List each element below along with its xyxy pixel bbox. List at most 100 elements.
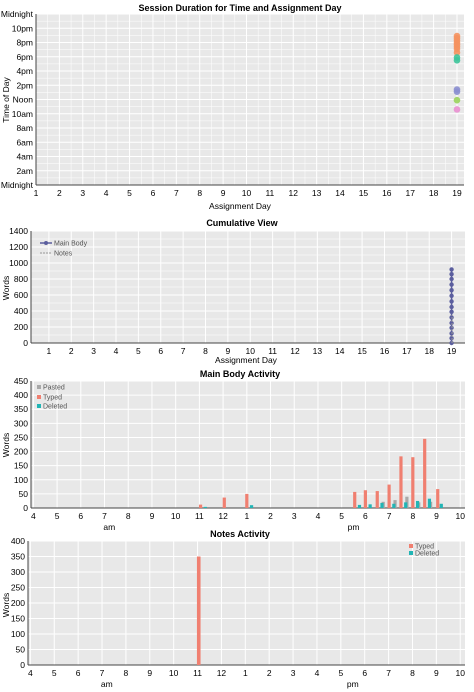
x-tick-label: 9 xyxy=(434,668,439,678)
y-tick-label: 6am xyxy=(16,137,33,147)
x-tick-label: 17 xyxy=(402,346,412,356)
legend-label: Notes xyxy=(54,251,73,258)
legend-label: Pasted xyxy=(43,385,65,392)
x-tick-label: 5 xyxy=(55,511,60,521)
x-tick-label: 12 xyxy=(289,188,299,198)
x-tick-label: 15 xyxy=(359,188,369,198)
chart-title: Notes Activity xyxy=(210,529,270,539)
x-tick-label: 7 xyxy=(174,188,179,198)
y-tick-label: 0 xyxy=(23,338,28,348)
y-tick-label: 250 xyxy=(11,583,25,593)
x-tick-label: 8 xyxy=(126,511,131,521)
session-duration-chart: Session Duration for Time and Assignment… xyxy=(1,3,464,211)
x-tick-label: 5 xyxy=(338,668,343,678)
x-tick-label: 8 xyxy=(124,668,129,678)
y-tick-label: 400 xyxy=(14,390,28,400)
x-tick-label: 11 xyxy=(195,511,204,521)
y-tick-label: 50 xyxy=(16,645,26,655)
x-tick-label: 6 xyxy=(151,188,156,198)
x-tick-label: 10 xyxy=(242,188,252,198)
period-label: am xyxy=(101,679,113,689)
x-tick-label: 4 xyxy=(316,511,321,521)
y-tick-label: 1200 xyxy=(9,242,28,252)
legend: Typed Deleted xyxy=(409,544,439,558)
y-tick-label: 0 xyxy=(23,503,28,513)
x-tick-label: 6 xyxy=(362,668,367,678)
y-tick-label: 8am xyxy=(16,123,33,133)
x-tick-label: 8 xyxy=(410,511,415,521)
session-point xyxy=(453,88,461,95)
session-point xyxy=(453,49,461,56)
x-tick-label: 5 xyxy=(52,668,57,678)
bar-deleted xyxy=(203,506,207,508)
main-body-point xyxy=(449,267,454,272)
y-tick-label: 200 xyxy=(11,598,25,608)
x-tick-label: 11 xyxy=(268,346,277,356)
y-tick-label: 1400 xyxy=(9,226,28,236)
y-axis-label: Words xyxy=(1,276,11,300)
chart-title: Main Body Activity xyxy=(200,369,280,379)
legend: Main Body Notes xyxy=(40,241,88,258)
legend-label: Typed xyxy=(43,395,62,402)
y-tick-label: Noon xyxy=(13,95,34,105)
main-body-point xyxy=(449,309,454,314)
cumulative-view-chart: Cumulative View 0 200 400 600 800 1000 1200 140… xyxy=(1,218,465,365)
y-tick-label: 100 xyxy=(11,629,25,639)
x-tick-label: 8 xyxy=(410,668,415,678)
bar-typed xyxy=(198,504,203,508)
period-label: pm xyxy=(347,679,359,689)
bar-typed xyxy=(353,491,357,508)
x-tick-label: 1 xyxy=(34,188,39,198)
legend-swatch-deleted xyxy=(409,551,413,555)
y-axis-label: Words xyxy=(1,433,11,457)
x-tick-label: 3 xyxy=(91,346,96,356)
y-tick-label: 150 xyxy=(14,461,28,471)
x-tick-label: 4 xyxy=(104,188,109,198)
x-axis-label: Assignment Day xyxy=(215,355,278,365)
x-tick-label: 6 xyxy=(78,511,83,521)
period-label: am xyxy=(103,522,115,532)
x-tick-label: 2 xyxy=(267,668,272,678)
chart-title: Session Duration for Time and Assignment… xyxy=(138,3,341,13)
y-tick-label: 8pm xyxy=(16,38,33,48)
x-tick-label: 9 xyxy=(434,511,439,521)
x-tick-label: 16 xyxy=(380,346,390,356)
x-tick-label: 9 xyxy=(221,188,226,198)
main-body-point xyxy=(449,304,454,310)
bar-typed xyxy=(387,484,391,508)
chart-title: Cumulative View xyxy=(206,218,278,228)
x-tick-label: 6 xyxy=(363,511,368,521)
period-label: pm xyxy=(348,522,360,532)
main-body-point xyxy=(449,272,454,277)
x-tick-label: 13 xyxy=(313,346,323,356)
bar-deleted xyxy=(415,500,420,508)
x-tick-label: 14 xyxy=(335,346,345,356)
bar-typed xyxy=(363,490,367,508)
y-tick-label: 6pm xyxy=(16,52,33,62)
y-tick-label: 100 xyxy=(14,475,28,485)
y-tick-label: 1000 xyxy=(9,258,28,268)
session-point xyxy=(453,106,461,113)
y-tick-label: 2pm xyxy=(16,80,33,90)
y-tick-label: 4am xyxy=(16,152,33,162)
y-tick-label: 450 xyxy=(14,376,28,386)
x-tick-label: 12 xyxy=(217,668,227,678)
main-body-point xyxy=(449,288,454,293)
x-tick-label: 5 xyxy=(136,346,141,356)
x-tick-label: 8 xyxy=(203,346,208,356)
y-tick-label: 200 xyxy=(14,447,28,457)
legend-swatch-deleted xyxy=(37,404,41,408)
x-tick-label: 6 xyxy=(158,346,163,356)
legend-swatch-typed xyxy=(37,395,41,399)
bar-typed xyxy=(222,497,226,508)
x-tick-label: 4 xyxy=(114,346,119,356)
bar-typed xyxy=(423,438,427,508)
x-tick-label: 15 xyxy=(357,346,367,356)
x-tick-label: 8 xyxy=(197,188,202,198)
session-point xyxy=(453,57,461,64)
y-tick-label: 50 xyxy=(19,489,29,499)
x-axis-label: Assignment Day xyxy=(209,201,272,211)
x-tick-label: 5 xyxy=(339,511,344,521)
x-tick-label: 10 xyxy=(171,511,181,521)
